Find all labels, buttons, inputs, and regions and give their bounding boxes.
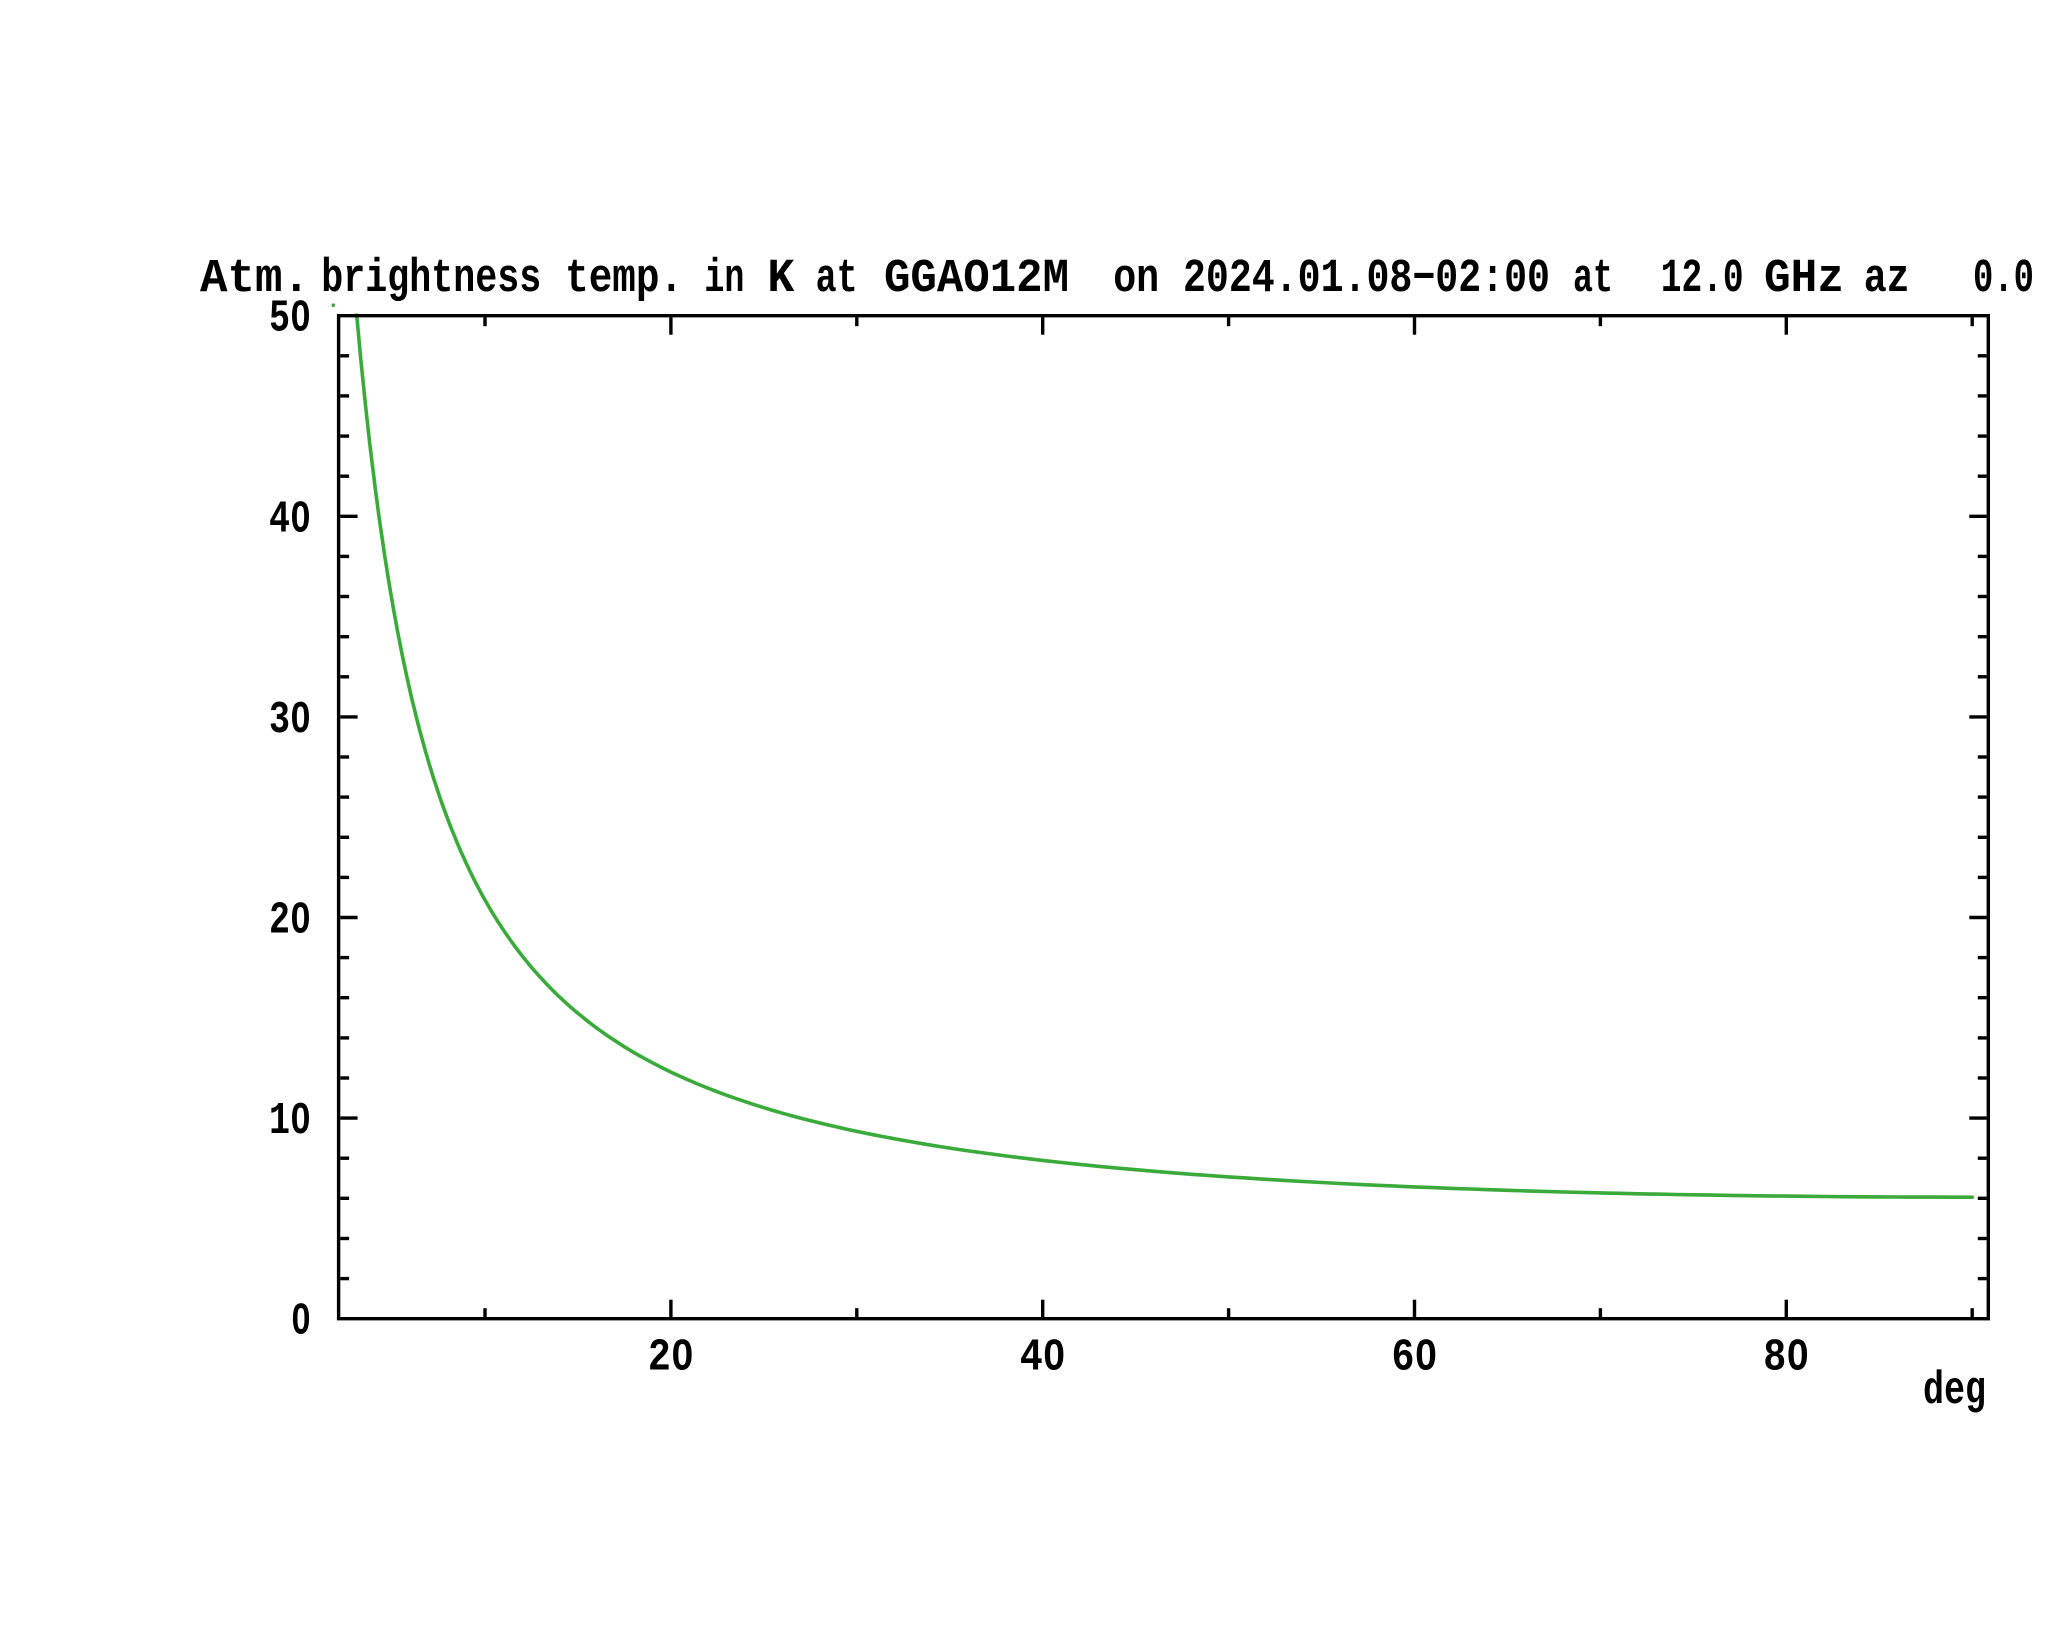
svg-text:deg: deg: [1923, 1365, 1986, 1417]
svg-text:20: 20: [648, 1333, 694, 1384]
svg-text:2024.01.08−02:00: 2024.01.08−02:00: [1183, 253, 1550, 306]
svg-text:GGAO12M: GGAO12M: [884, 253, 1069, 306]
svg-text:K: K: [767, 253, 795, 306]
svg-text:at: at: [1573, 253, 1613, 306]
svg-text:12.0: 12.0: [1661, 253, 1744, 306]
svg-text:in: in: [704, 253, 744, 306]
svg-text:0.0: 0.0: [1973, 253, 2034, 306]
svg-text:on: on: [1113, 253, 1159, 306]
svg-text:50: 50: [269, 294, 311, 345]
svg-text:20: 20: [269, 896, 311, 947]
svg-text:at: at: [816, 253, 858, 306]
svg-text:brightness: brightness: [321, 253, 541, 306]
svg-text:60: 60: [1392, 1333, 1438, 1384]
svg-text:80: 80: [1763, 1333, 1809, 1384]
svg-text:Atm.: Atm.: [200, 253, 310, 306]
svg-text:40: 40: [1020, 1333, 1066, 1384]
svg-text:40: 40: [269, 494, 311, 545]
svg-text:GHz: GHz: [1764, 253, 1844, 306]
svg-text:30: 30: [269, 695, 311, 746]
svg-text:10: 10: [269, 1096, 311, 1147]
svg-text:az: az: [1864, 253, 1910, 306]
svg-text:temp.: temp.: [565, 253, 683, 306]
